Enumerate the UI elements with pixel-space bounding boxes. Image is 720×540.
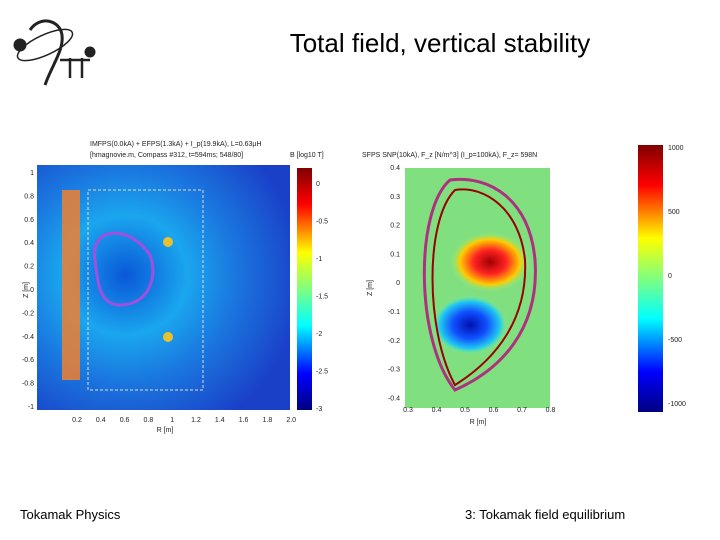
y-axis-label: Z [m] — [23, 282, 30, 298]
colorbar-tick-label: 500 — [668, 209, 680, 216]
x-tick-label: 1.8 — [263, 417, 273, 424]
y-axis-label: Z [m] — [367, 280, 374, 296]
x-tick-label: 0.7 — [517, 407, 527, 414]
x-tick-label: 1.2 — [191, 417, 201, 424]
x-tick-label: 0.5 — [460, 407, 470, 414]
colorbar-tick-label: -2.5 — [316, 369, 328, 376]
x-tick-label: 0.8 — [546, 407, 556, 414]
x-tick-label: 0.6 — [120, 417, 130, 424]
colorbar-tick-label: 0 — [316, 181, 320, 188]
x-axis-label: R [m] — [470, 419, 487, 426]
logo — [13, 19, 96, 86]
x-tick-label: 0.4 — [432, 407, 442, 414]
y-tick-label: 0.6 — [24, 217, 34, 224]
y-tick-label: 0.8 — [24, 193, 34, 200]
left-plot — [37, 165, 312, 410]
y-tick-label: 0.4 — [390, 165, 400, 172]
colorbar-tick-label: -0.5 — [316, 219, 328, 226]
x-tick-label: 0.8 — [144, 417, 154, 424]
colorbar-tick-label: -3 — [316, 406, 322, 413]
colorbar-title: B [log10 T] — [290, 152, 324, 159]
y-tick-label: -0.6 — [22, 357, 34, 364]
y-tick-label: 0.2 — [390, 223, 400, 230]
y-tick-label: -0.2 — [22, 310, 34, 317]
y-tick-label: 1 — [30, 170, 34, 177]
x-tick-label: 1 — [170, 417, 174, 424]
plot-header: [hmagnovie.m, Compass #312, t=594ms; 548… — [90, 152, 243, 159]
slide-title: Total field, vertical stability — [290, 28, 591, 58]
y-tick-label: -0.1 — [388, 309, 400, 316]
x-tick-label: 0.4 — [96, 417, 106, 424]
y-tick-label: 0.1 — [390, 251, 400, 258]
x-tick-label: 1.6 — [239, 417, 249, 424]
y-tick-label: 0.3 — [390, 194, 400, 201]
y-tick-label: 0.2 — [24, 264, 34, 271]
y-tick-label: -0.4 — [388, 395, 400, 402]
x-tick-label: 2.0 — [286, 417, 296, 424]
x-tick-label: 0.6 — [489, 407, 499, 414]
y-tick-label: -0.8 — [22, 381, 34, 388]
colorbar-tick-label: 1000 — [668, 145, 684, 152]
y-tick-label: -0.3 — [388, 367, 400, 374]
colorbar-tick-label: -1.5 — [316, 294, 328, 301]
colorbar-tick-label: -1000 — [668, 401, 686, 408]
right-plot — [405, 145, 663, 412]
colorbar-tick-label: -2 — [316, 331, 322, 338]
x-axis-label: R [m] — [157, 427, 174, 434]
y-tick-label: 0 — [30, 287, 34, 294]
footer-left: Tokamak Physics — [20, 507, 121, 522]
colorbar-tick-label: -500 — [668, 337, 682, 344]
plot-header: SFPS SNP(10kA), F_z [N/m^3] (I_p=100kA),… — [362, 152, 537, 159]
footer-right: 3: Tokamak field equilibrium — [465, 507, 625, 522]
colorbar-tick-label: -1 — [316, 256, 322, 263]
x-tick-label: 0.2 — [72, 417, 82, 424]
colorbar-tick-label: 0 — [668, 273, 672, 280]
y-tick-label: 0 — [396, 280, 400, 287]
x-tick-label: 1.4 — [215, 417, 225, 424]
plot-header: IMFPS(0.0kA) + EFPS(1.3kA) + I_p(19.9kA)… — [90, 141, 262, 148]
y-tick-label: -0.2 — [388, 338, 400, 345]
x-tick-label: 0.3 — [403, 407, 413, 414]
y-tick-label: 0.4 — [24, 240, 34, 247]
y-tick-label: -0.4 — [22, 334, 34, 341]
y-tick-label: -1 — [28, 404, 34, 411]
